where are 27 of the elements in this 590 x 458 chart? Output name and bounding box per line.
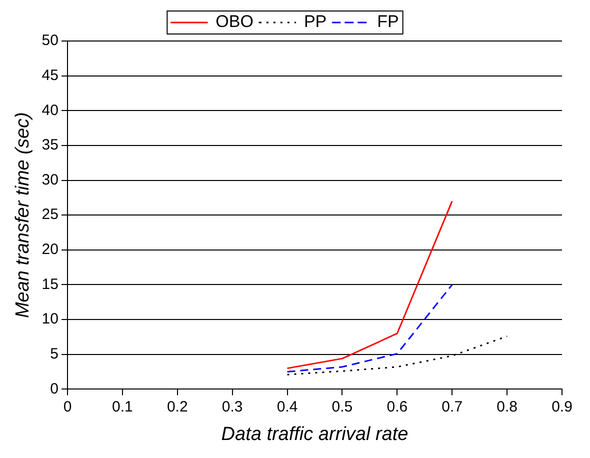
y-axis-title: Mean transfer time (sec)	[12, 112, 34, 318]
y-tick-label: 25	[42, 206, 58, 224]
x-tick-label: 0.2	[166, 398, 188, 416]
y-tick-label: 5	[50, 346, 58, 363]
x-tick-label: 0.5	[332, 398, 353, 416]
y-tick-label: 0	[50, 380, 58, 398]
x-tick-label: 0.6	[386, 398, 408, 416]
x-axis-title: Data traffic arrival rate	[221, 424, 408, 445]
x-tick-label: 0.8	[496, 398, 518, 416]
x-tick-label: 0.7	[442, 398, 463, 416]
x-tick-label: 0.4	[276, 398, 298, 416]
x-tick-label: 0.1	[112, 398, 133, 416]
legend-label: FP	[377, 12, 399, 32]
x-tick-label: 0.3	[222, 398, 243, 416]
y-tick-label: 30	[42, 171, 58, 188]
y-tick-label: 50	[42, 32, 58, 50]
y-tick-label: 40	[42, 102, 58, 119]
y-tick-label: 20	[42, 241, 58, 258]
y-tick-label: 15	[42, 276, 58, 293]
x-tick-label: 0.9	[552, 398, 572, 416]
x-tick-label: 0	[63, 398, 72, 416]
y-tick-label: 10	[42, 310, 58, 328]
legend-label: OBO	[216, 12, 254, 32]
line-series	[286, 284, 453, 373]
y-tick-label: 45	[42, 66, 58, 84]
legend-label: PP	[304, 12, 327, 32]
y-tick-label: 35	[42, 136, 58, 154]
